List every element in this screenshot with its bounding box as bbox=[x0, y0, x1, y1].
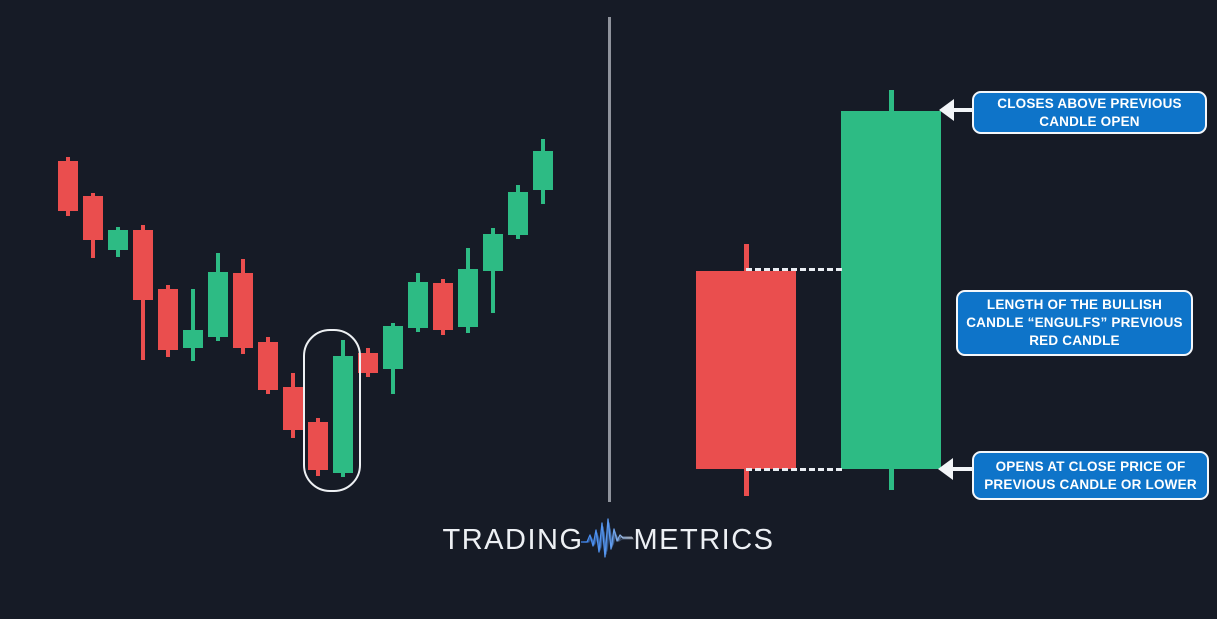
annotation-arrow-line bbox=[951, 467, 973, 471]
arrow-left-icon bbox=[939, 99, 954, 121]
annotation-arrow-line bbox=[952, 108, 973, 112]
price-level-dashed-line bbox=[746, 468, 842, 471]
brand-word-trading: TRADING bbox=[442, 523, 584, 556]
bearish-candle-body bbox=[433, 283, 453, 330]
bullish-candle-body bbox=[508, 192, 528, 235]
bullish-candle-body bbox=[183, 330, 203, 348]
annotation-opens-at-previous-close: OPENS AT CLOSE PRICE OF PREVIOUS CANDLE … bbox=[972, 451, 1209, 500]
bearish-candle-body bbox=[83, 196, 103, 240]
brand-word-metrics: METRICS bbox=[633, 523, 775, 556]
price-level-dashed-line bbox=[746, 268, 842, 271]
bullish-candle-body bbox=[483, 234, 503, 271]
bullish-candle-body bbox=[533, 151, 553, 190]
annotation-engulfs-previous-candle: LENGTH OF THE BULLISH CANDLE “ENGULFS” P… bbox=[956, 290, 1193, 356]
bullish-candle-body bbox=[208, 272, 228, 337]
brand-logo: TRADING METRICS bbox=[0, 514, 1217, 566]
vertical-divider bbox=[608, 17, 611, 502]
bearish-candle-body bbox=[58, 161, 78, 211]
bearish-candle-body bbox=[696, 271, 796, 469]
engulfing-pattern-highlight-ring bbox=[303, 329, 361, 492]
bullish-candle-body bbox=[408, 282, 428, 328]
bearish-candle-body bbox=[283, 387, 303, 430]
waveform-icon bbox=[580, 518, 634, 558]
bearish-candle-body bbox=[358, 353, 378, 373]
bullish-candle-body bbox=[108, 230, 128, 250]
bullish-candle-body bbox=[383, 326, 403, 369]
bullish-candle-body bbox=[458, 269, 478, 327]
bearish-candle-body bbox=[233, 273, 253, 348]
bearish-candle-body bbox=[133, 230, 153, 300]
candle-wick bbox=[191, 289, 195, 361]
bullish-candle-body bbox=[841, 111, 941, 469]
arrow-left-icon bbox=[938, 458, 953, 480]
bearish-candle-body bbox=[308, 422, 328, 470]
bearish-candle-body bbox=[158, 289, 178, 350]
bearish-candle-body bbox=[258, 342, 278, 390]
annotation-closes-above-previous-open: CLOSES ABOVE PREVIOUS CANDLE OPEN bbox=[972, 91, 1207, 134]
bullish-candle-body bbox=[333, 356, 353, 473]
